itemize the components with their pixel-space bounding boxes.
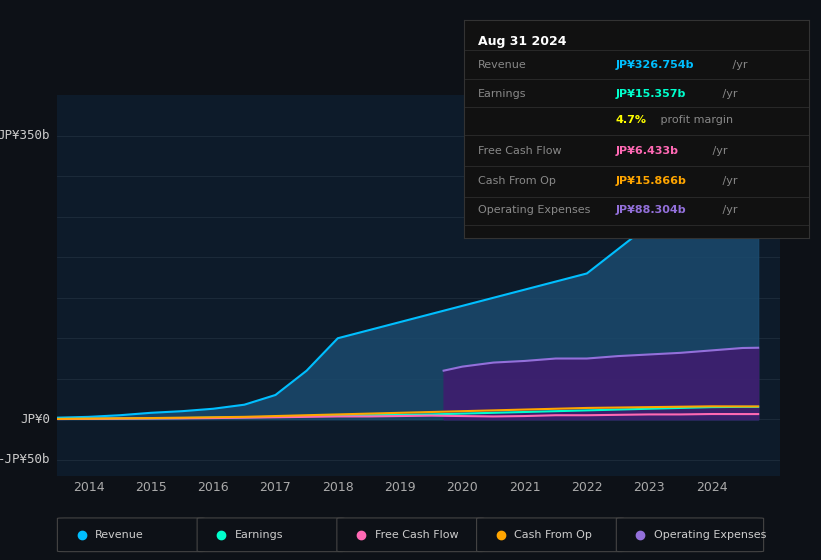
Text: /yr: /yr	[719, 176, 737, 186]
Text: JP¥0: JP¥0	[21, 413, 50, 426]
Text: /yr: /yr	[719, 204, 737, 214]
Text: /yr: /yr	[719, 89, 737, 99]
FancyBboxPatch shape	[476, 518, 624, 552]
Text: JP¥88.304b: JP¥88.304b	[616, 204, 686, 214]
FancyBboxPatch shape	[197, 518, 345, 552]
Text: -JP¥50b: -JP¥50b	[0, 453, 50, 466]
Text: Operating Expenses: Operating Expenses	[478, 204, 590, 214]
FancyBboxPatch shape	[57, 518, 204, 552]
Text: /yr: /yr	[729, 60, 748, 71]
Text: 4.7%: 4.7%	[616, 115, 647, 125]
Text: JP¥6.433b: JP¥6.433b	[616, 146, 679, 156]
Text: JP¥15.866b: JP¥15.866b	[616, 176, 686, 186]
Text: Cash From Op: Cash From Op	[514, 530, 592, 540]
Text: Earnings: Earnings	[235, 530, 283, 540]
FancyBboxPatch shape	[337, 518, 484, 552]
Text: Revenue: Revenue	[478, 60, 526, 71]
Text: JP¥350b: JP¥350b	[0, 129, 50, 142]
Text: Operating Expenses: Operating Expenses	[654, 530, 767, 540]
Text: JP¥15.357b: JP¥15.357b	[616, 89, 686, 99]
Text: Free Cash Flow: Free Cash Flow	[374, 530, 458, 540]
Text: JP¥326.754b: JP¥326.754b	[616, 60, 694, 71]
Text: Revenue: Revenue	[95, 530, 144, 540]
FancyBboxPatch shape	[617, 518, 764, 552]
Text: Aug 31 2024: Aug 31 2024	[478, 35, 566, 48]
Text: profit margin: profit margin	[657, 115, 733, 125]
Text: Cash From Op: Cash From Op	[478, 176, 556, 186]
Text: Free Cash Flow: Free Cash Flow	[478, 146, 562, 156]
Text: /yr: /yr	[709, 146, 727, 156]
Text: Earnings: Earnings	[478, 89, 526, 99]
